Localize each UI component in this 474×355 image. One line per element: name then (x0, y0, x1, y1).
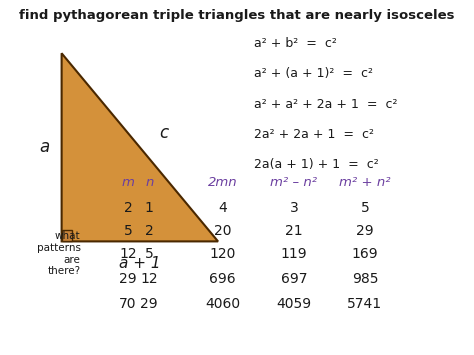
Text: 4059: 4059 (276, 296, 311, 311)
Text: 169: 169 (352, 247, 378, 261)
Polygon shape (62, 53, 218, 241)
Text: 3: 3 (290, 201, 298, 215)
Text: 985: 985 (352, 272, 378, 286)
Text: 4: 4 (219, 201, 227, 215)
Text: 12: 12 (119, 247, 137, 261)
Text: 119: 119 (281, 247, 307, 261)
Text: a: a (39, 138, 50, 156)
Text: find pythagorean triple triangles that are nearly isosceles: find pythagorean triple triangles that a… (19, 9, 455, 22)
Text: 5741: 5741 (347, 296, 383, 311)
Text: 5: 5 (361, 201, 369, 215)
Text: n: n (145, 176, 154, 189)
Text: 21: 21 (285, 224, 303, 238)
Text: m: m (121, 176, 135, 189)
Text: a² + b²  =  c²: a² + b² = c² (254, 37, 337, 50)
Text: 29: 29 (140, 296, 158, 311)
Text: c: c (159, 124, 168, 142)
Text: 1: 1 (145, 201, 154, 215)
Text: 29: 29 (356, 224, 374, 238)
Text: 29: 29 (119, 272, 137, 286)
Text: 696: 696 (210, 272, 236, 286)
Text: 120: 120 (210, 247, 236, 261)
Text: 2mn: 2mn (208, 176, 237, 189)
Text: 20: 20 (214, 224, 231, 238)
Text: a + 1: a + 1 (119, 256, 161, 271)
Text: 5: 5 (145, 247, 154, 261)
Text: 5: 5 (124, 224, 132, 238)
Text: 697: 697 (281, 272, 307, 286)
Text: what
patterns
are
there?: what patterns are there? (36, 231, 81, 276)
Text: 2a² + 2a + 1  =  c²: 2a² + 2a + 1 = c² (254, 128, 374, 141)
Text: 2: 2 (145, 224, 154, 238)
Text: 4060: 4060 (205, 296, 240, 311)
Text: 2a(a + 1) + 1  =  c²: 2a(a + 1) + 1 = c² (254, 158, 378, 171)
Text: a² + (a + 1)²  =  c²: a² + (a + 1)² = c² (254, 67, 373, 81)
Text: 12: 12 (140, 272, 158, 286)
Bar (62, 230, 72, 241)
Text: a² + a² + 2a + 1  =  c²: a² + a² + 2a + 1 = c² (254, 98, 397, 111)
Text: m² – n²: m² – n² (270, 176, 318, 189)
Text: m² + n²: m² + n² (339, 176, 391, 189)
Text: 70: 70 (119, 296, 137, 311)
Text: 2: 2 (124, 201, 132, 215)
